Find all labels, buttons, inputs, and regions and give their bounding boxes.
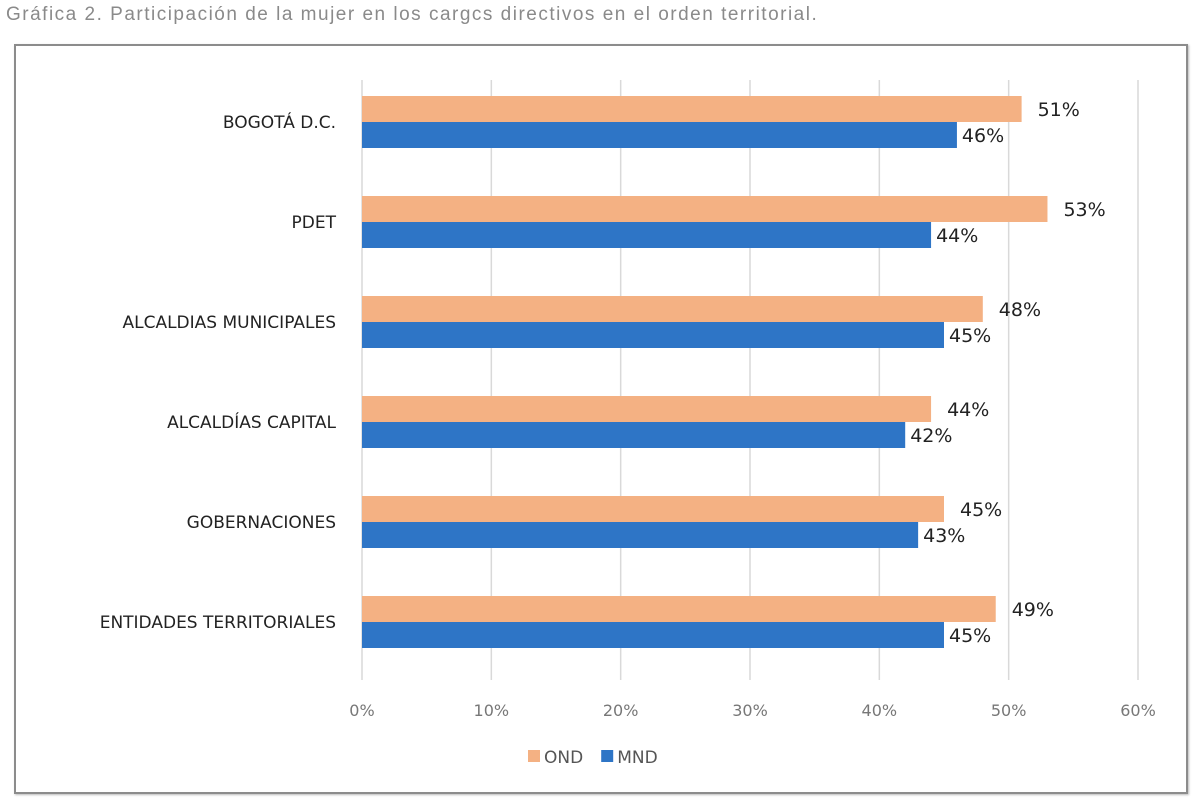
data-label: 44%: [947, 399, 989, 421]
bar-mnd: [362, 222, 932, 248]
data-label: 43%: [923, 525, 965, 547]
figure-title: Gráfica 2. Participación de la mujer en …: [6, 4, 819, 25]
x-tick-label: 0%: [349, 701, 374, 720]
data-label: 48%: [999, 299, 1041, 321]
bar-ond: [362, 96, 1022, 122]
bar-mnd: [362, 322, 944, 348]
data-label: 51%: [1038, 99, 1080, 121]
bar-ond: [362, 296, 983, 322]
bar-mnd: [362, 522, 919, 548]
category-label: PDET: [292, 213, 337, 233]
category-label: ENTIDADES TERRITORIALES: [100, 613, 336, 633]
x-tick-label: 20%: [603, 701, 639, 720]
bar-ond: [362, 196, 1048, 222]
x-tick-label: 60%: [1120, 701, 1156, 720]
category-label: BOGOTÁ D.C.: [223, 111, 336, 133]
data-label: 46%: [962, 125, 1004, 147]
bar-mnd: [362, 422, 906, 448]
legend-label: OND: [544, 748, 583, 768]
data-label: 45%: [949, 625, 991, 647]
data-label: 45%: [960, 499, 1002, 521]
x-tick-label: 30%: [732, 701, 768, 720]
x-tick-label: 50%: [991, 701, 1027, 720]
bar-mnd: [362, 122, 957, 148]
legend-swatch-ond: [528, 750, 540, 762]
x-tick-label: 40%: [862, 701, 898, 720]
category-label: ALCALDÍAS CAPITAL: [167, 411, 336, 433]
chart-frame: [14, 44, 1188, 794]
data-label: 42%: [910, 425, 952, 447]
category-label: GOBERNACIONES: [187, 513, 336, 533]
x-tick-label: 10%: [474, 701, 510, 720]
bar-ond: [362, 496, 944, 522]
data-label: 45%: [949, 325, 991, 347]
bar-ond: [362, 596, 996, 622]
legend-swatch-mnd: [601, 750, 614, 762]
data-label: 49%: [1012, 599, 1054, 621]
data-label: 53%: [1063, 199, 1105, 221]
legend-label: MND: [617, 748, 657, 768]
bar-mnd: [362, 622, 944, 648]
bar-ond: [362, 396, 932, 422]
data-label: 44%: [936, 225, 978, 247]
category-label: ALCALDIAS MUNICIPALES: [122, 313, 336, 333]
